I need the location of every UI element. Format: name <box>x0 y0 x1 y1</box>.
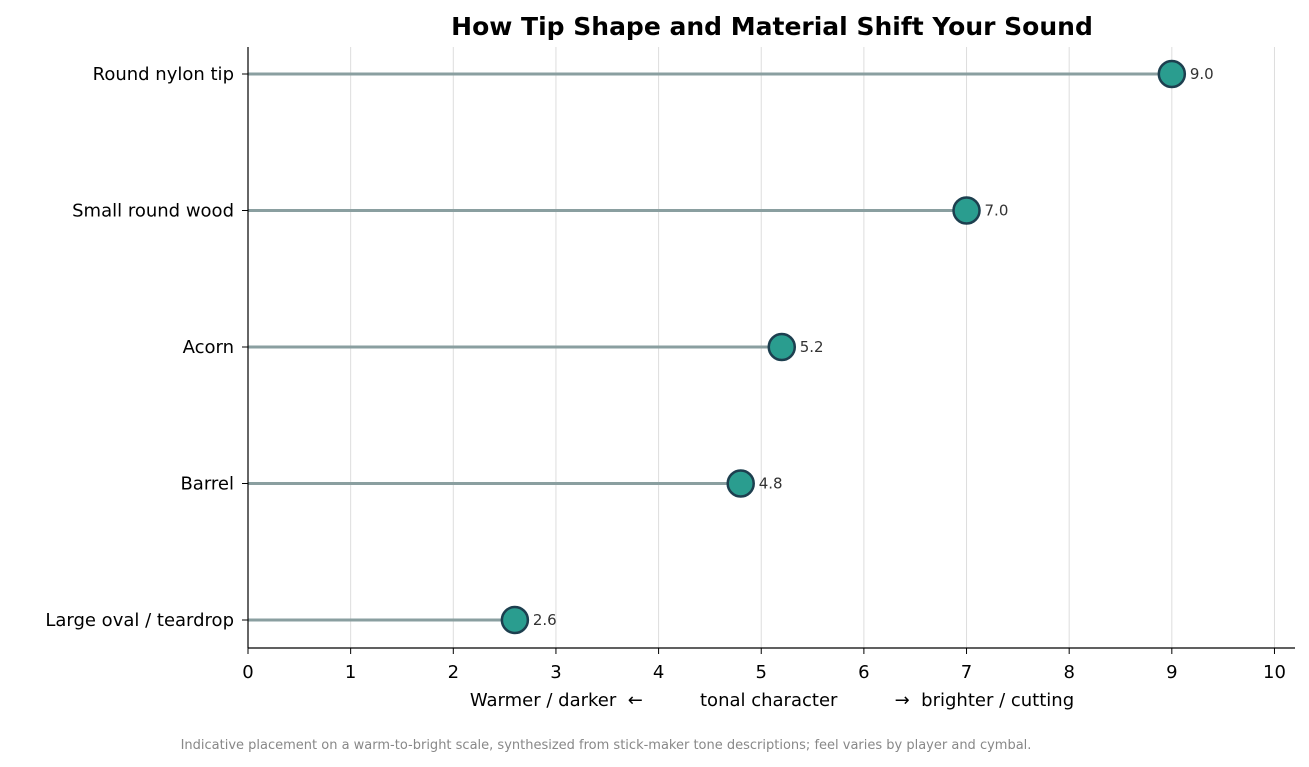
y-category-label: Large oval / teardrop <box>45 610 234 631</box>
x-tick-label: 6 <box>858 662 869 683</box>
x-tick-label: 5 <box>756 662 767 683</box>
x-axis-label: Warmer / darker ← tonal character → brig… <box>470 690 1074 711</box>
lollipop-marker <box>952 196 981 225</box>
x-tick-label: 1 <box>345 662 356 683</box>
chart-title: How Tip Shape and Material Shift Your So… <box>451 12 1093 41</box>
x-tick-label: 8 <box>1063 662 1074 683</box>
lollipop-marker <box>1157 59 1187 89</box>
y-category-label: Acorn <box>183 337 234 358</box>
lollipop-marker <box>500 605 530 635</box>
y-category-label: Barrel <box>180 474 234 495</box>
lollipop-marker <box>726 469 755 498</box>
x-tick-label: 7 <box>961 662 972 683</box>
x-tick-label: 0 <box>242 662 253 683</box>
x-tick-label: 3 <box>550 662 561 683</box>
value-label: 7.0 <box>985 202 1009 220</box>
x-tick-label: 2 <box>448 662 459 683</box>
value-label: 2.6 <box>533 611 557 629</box>
x-tick-label: 9 <box>1166 662 1177 683</box>
labels: 0 1 2 3 4 5 6 7 8 9 10 Round nylon tip 9.0 Small roun… <box>45 64 1286 683</box>
value-label: 4.8 <box>759 475 783 493</box>
lollipop-stems <box>248 72 1172 622</box>
x-tick-label: 10 <box>1263 662 1286 683</box>
y-category-label: Round nylon tip <box>93 64 234 85</box>
value-label: 5.2 <box>800 338 824 356</box>
chart-caption: Indicative placement on a warm-to-bright… <box>181 738 1032 753</box>
lollipop-markers <box>500 59 1187 635</box>
y-category-label: Small round wood <box>72 201 234 222</box>
x-tick-label: 4 <box>653 662 664 683</box>
value-label: 9.0 <box>1190 65 1214 83</box>
lollipop-marker <box>767 332 797 362</box>
